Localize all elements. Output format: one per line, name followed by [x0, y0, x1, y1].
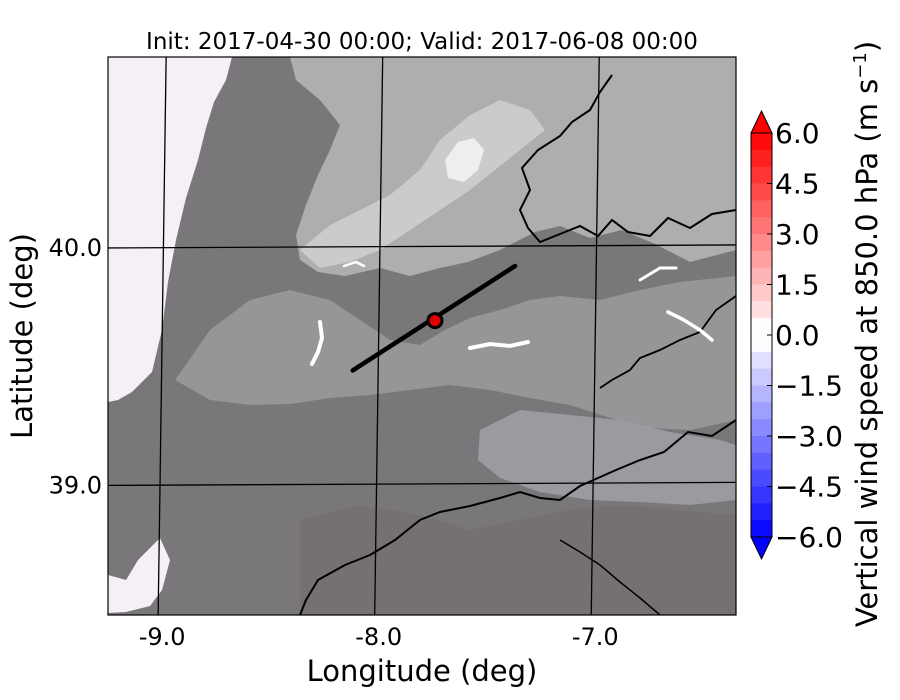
colorbar-segment [751, 133, 772, 151]
river-line [666, 310, 714, 342]
colorbar [750, 109, 773, 561]
colorbar-segment [751, 469, 772, 488]
ridge-region [300, 100, 545, 268]
ocean-area-south [108, 538, 170, 613]
colorbar-tick-label: −4.5 [775, 471, 843, 504]
colorbar-segment [751, 267, 772, 286]
colorbar-segment [751, 351, 772, 370]
colorbar-ticks: 6.0 4.5 3.0 1.5 0.0 −1.5 −3.0 −4.5 −6.0 [767, 117, 843, 554]
colorbar-segment [751, 318, 772, 336]
x-tick-label: -8.0 [355, 623, 402, 651]
colorbar-tick-label: −1.5 [775, 370, 843, 403]
colorbar-tick-label: 6.0 [775, 117, 820, 150]
colorbar-segment [751, 402, 772, 420]
colorbar-segment [751, 301, 772, 319]
y-axis-ticks: 40.0 39.0 [49, 234, 102, 499]
contour-line [518, 74, 736, 244]
grid-line-lon [374, 57, 384, 615]
contour-line [299, 419, 736, 615]
x-axis-ticks: -9.0 -8.0 -7.0 [139, 623, 619, 651]
basin-region [300, 505, 736, 615]
colorbar-tick-label: −6.0 [775, 521, 843, 554]
grid-line-lon [590, 57, 600, 615]
ocean-area [108, 57, 232, 402]
grid-line-lat [108, 244, 736, 249]
y-axis-label: Latitude (deg) [5, 233, 39, 439]
colorbar-segment [751, 149, 772, 168]
colorbar-segment [751, 217, 772, 235]
colorbar-tick-label: 4.5 [775, 168, 820, 201]
peak-region [445, 138, 484, 182]
gridlines [108, 57, 736, 615]
colorbar-label-superscript: −1 [850, 52, 871, 79]
colorbar-segment [751, 166, 772, 185]
colorbar-segment [751, 200, 772, 218]
colorbar-tick-label: 1.5 [775, 269, 820, 302]
colorbar-segment [751, 234, 772, 252]
y-tick-label: 40.0 [49, 234, 102, 262]
colorbar-segment [751, 368, 772, 387]
x-tick-label: -9.0 [139, 623, 186, 651]
colorbar-extend-max [750, 109, 773, 134]
river-line [468, 340, 530, 350]
colorbar-segment [751, 250, 772, 269]
colorbar-segment [751, 419, 772, 437]
x-tick-label: -7.0 [572, 623, 619, 651]
colorbar-extend-min [750, 536, 773, 561]
location-marker [426, 312, 444, 330]
river-line [638, 266, 678, 282]
colorbar-segment [751, 335, 772, 353]
colorbar-label: Vertical wind speed at 850.0 hPa (m s−1) [850, 41, 884, 627]
southern-upland [478, 410, 736, 505]
colorbar-segment [751, 436, 772, 454]
plot-frame [107, 56, 737, 616]
colorbar-segment [751, 452, 772, 471]
river-line [342, 260, 366, 268]
colorbar-segment [751, 486, 772, 504]
x-axis-label: Longitude (deg) [307, 654, 538, 688]
colorbar-segment [751, 503, 772, 521]
colorbar-tick-label: 3.0 [775, 218, 820, 251]
river-line [310, 320, 325, 366]
colorbar-segment [751, 284, 772, 302]
grid-line-lat [108, 481, 736, 487]
grid-line-lon [157, 57, 167, 615]
colorbar-segment [751, 385, 772, 403]
colorbar-tick-label: −3.0 [775, 420, 843, 453]
contour-line [599, 295, 736, 389]
plot-area [108, 57, 736, 615]
contour-line [559, 539, 661, 615]
y-tick-label: 39.0 [49, 471, 102, 499]
colorbar-segment [751, 183, 772, 201]
chart-title: Init: 2017-04-30 00:00; Valid: 2017-06-0… [146, 29, 698, 55]
colorbar-label-close: ) [850, 41, 884, 52]
colorbar-tick-label: 0.0 [775, 319, 820, 352]
colorbar-segment [751, 520, 772, 538]
